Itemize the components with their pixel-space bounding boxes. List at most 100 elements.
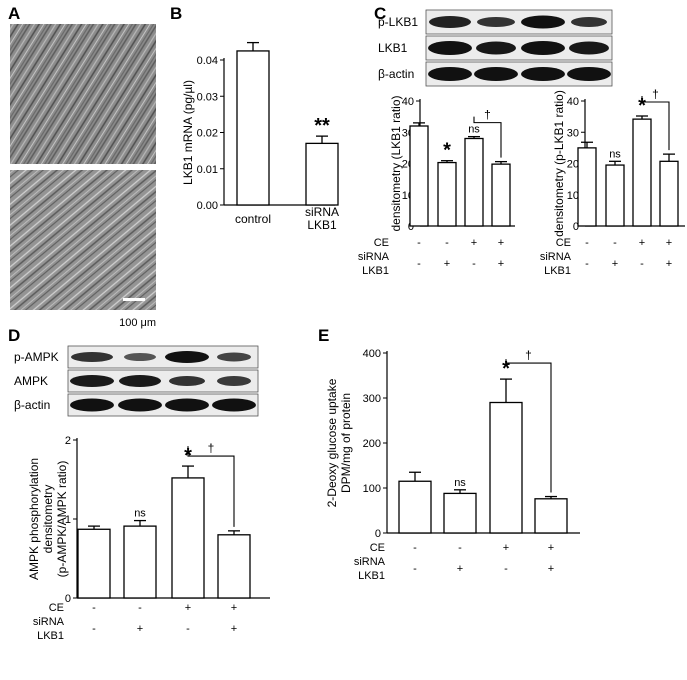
condition-ce-sign: - [613,237,617,249]
y-axis-title: 2-Deoxy glucose uptakeDPM/mg of protein [325,378,353,507]
blot-band [212,398,256,412]
condition-sirna-sign: + [498,258,504,270]
y-tick-label: 0 [375,528,381,540]
bar [464,137,484,227]
condition-label-ce: CE [49,602,64,614]
bar [632,118,652,227]
significance-asterisk: ** [314,115,330,137]
condition-ce-sign: - [445,237,449,249]
significance-ns: ns [468,124,480,136]
bar [123,525,157,599]
blot-band [521,15,565,29]
blot-d-label-1: p-AMPK [14,350,59,364]
blot-band [169,376,205,386]
panel-letter-b: B [170,4,182,23]
y-tick-label: 0 [65,593,71,605]
condition-label-lkb1: LKB1 [362,265,389,277]
blot-band [71,352,113,362]
significance-asterisk: * [443,140,451,162]
blot-d: p-AMPK AMPK β-actin [14,345,259,417]
condition-sirna-sign: - [417,258,421,270]
y-axis-title: AMPK phosphorylationdensitometry(p-AMPK/… [27,458,69,580]
condition-sirna-sign: + [137,623,143,635]
blot-band [569,41,609,55]
blot-band [428,41,472,55]
blot-d-lane-strip-3 [67,393,259,417]
condition-label-lkb1: LKB1 [358,570,385,582]
bar [491,163,511,227]
x-category-label: siRNA LKB1 [305,205,339,232]
condition-ce-sign: + [666,237,672,249]
bar [443,492,477,534]
y-tick-label: 400 [363,348,381,360]
significance-bracket [641,96,670,151]
significance-dagger: † [484,108,491,122]
significance-dagger: † [525,348,532,362]
bar [171,477,205,599]
condition-ce-sign: + [471,237,477,249]
blot-c-label-1: p-LKB1 [378,15,418,29]
y-axis-title: LKB1 mRNA (pg/µl) [181,80,195,185]
condition-label-sirna: siRNA [540,251,572,263]
bar [77,528,111,599]
significance-asterisk: * [638,95,646,117]
y-tick-label: 30 [567,127,579,139]
blot-band [124,353,156,361]
y-tick-label: 0 [408,221,414,233]
condition-sirna-sign: - [413,563,417,575]
blot-c: p-LKB1 LKB1 β-actin [378,9,613,87]
condition-label-sirna: siRNA [354,556,386,568]
blot-band [70,398,114,412]
blot-c-label-2: LKB1 [378,41,408,55]
panel-letter-e: E [318,326,329,345]
bar [305,142,339,206]
bar [217,534,251,599]
scale-bar [123,298,145,301]
condition-ce-sign: + [185,602,191,614]
bar [236,50,270,206]
blot-band [567,67,611,81]
condition-sirna-sign: - [92,623,96,635]
micrograph-group: 100 μm [10,24,156,329]
micrograph-top [10,24,156,164]
blot-d-label-3: β-actin [14,398,50,412]
condition-ce-sign: + [548,542,554,554]
y-tick-label: 2 [65,435,71,447]
condition-sirna-sign: - [186,623,190,635]
blot-band [119,375,161,387]
blot-band [217,352,251,362]
condition-label-ce: CE [370,542,385,554]
blot-d-lane-strip-1 [67,345,259,369]
y-tick-label: 300 [363,393,381,405]
significance-ns: ns [134,508,146,520]
blot-band [474,67,518,81]
y-tick-label: 0 [573,221,579,233]
y-tick-label: 0.04 [197,55,218,67]
blot-band [521,41,565,55]
blot-band [429,16,471,28]
y-tick-label: 1 [65,514,71,526]
condition-ce-sign: - [138,602,142,614]
bar [489,401,523,534]
y-tick-label: 100 [363,483,381,495]
significance-dagger: † [208,441,215,455]
condition-sirna-sign: + [548,563,554,575]
y-tick-label: 0.02 [197,128,218,140]
bar [534,498,568,534]
y-tick-label: 0.00 [197,200,218,212]
condition-sirna-sign: + [666,258,672,270]
condition-label-lkb1: LKB1 [37,630,64,642]
condition-sirna-sign: - [504,563,508,575]
condition-label-lkb1: LKB1 [544,265,571,277]
significance-bracket [473,116,502,158]
condition-ce-sign: + [639,237,645,249]
bar [577,147,597,227]
blot-d-label-2: AMPK [14,374,48,388]
condition-ce-sign: + [503,542,509,554]
condition-ce-sign: - [458,542,462,554]
significance-asterisk: * [502,358,510,380]
condition-sirna-sign: - [472,258,476,270]
y-tick-label: 0.03 [197,91,218,103]
y-tick-label: 40 [567,96,579,108]
